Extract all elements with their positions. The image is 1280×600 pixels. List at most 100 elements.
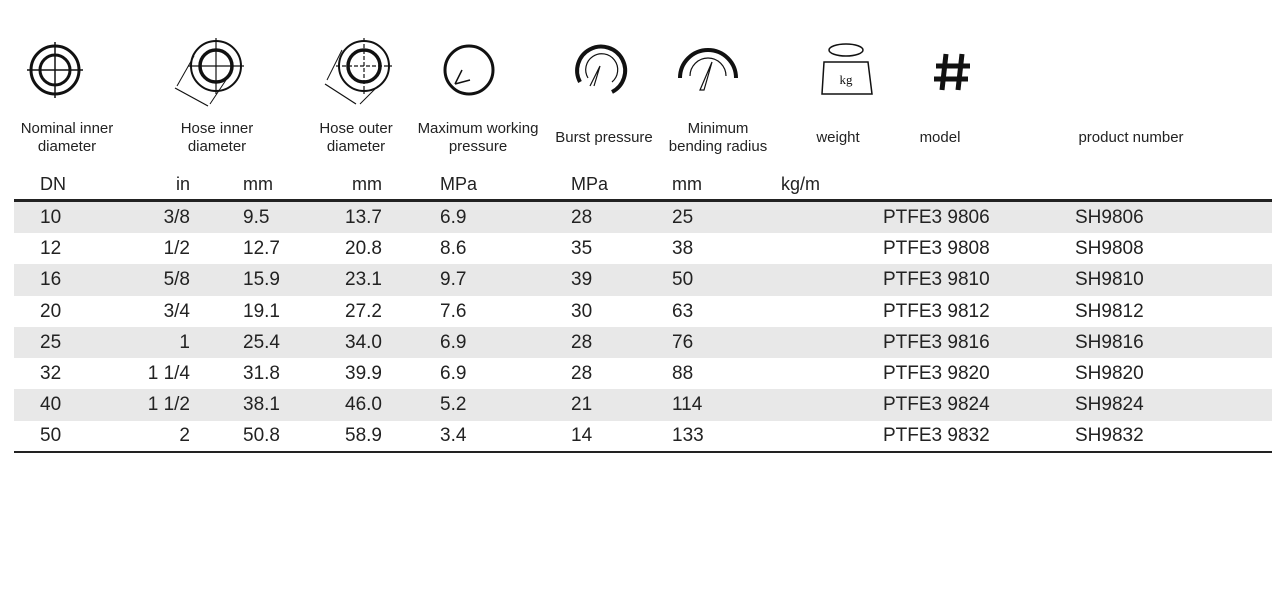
- table-cell: 10: [40, 207, 62, 228]
- table-cell: 1/2: [163, 238, 190, 260]
- header-line: diameter: [37, 138, 97, 155]
- header-line: diameter: [326, 138, 386, 155]
- table-cell: 13.7: [345, 207, 382, 228]
- unit-label: MPa: [571, 174, 609, 194]
- header-line: Hose outer: [319, 120, 393, 137]
- table-cell: 63: [672, 300, 694, 322]
- icon-hose-outer: [324, 38, 392, 105]
- table-cell: 88: [672, 363, 694, 384]
- table-cell: SH9812: [1075, 300, 1144, 322]
- column-header: product number: [1056, 116, 1206, 160]
- table-cell: 16: [40, 269, 62, 291]
- table-cell: 15.9: [243, 269, 280, 291]
- column-header: weight: [763, 116, 913, 160]
- column-header: Hose outer diameter: [281, 116, 431, 160]
- table-cell: 28: [571, 207, 593, 228]
- table-cell: PTFE3 9820: [883, 363, 990, 384]
- table-cell: 133: [672, 425, 704, 447]
- table-cell: 12: [40, 238, 62, 260]
- table-cell: 25: [40, 331, 62, 353]
- unit-label: in: [175, 174, 190, 194]
- unit-label: mm: [672, 174, 702, 194]
- table-cell: 3/4: [163, 300, 190, 322]
- table-cell: 20: [40, 300, 62, 322]
- header-line: product number: [1078, 129, 1184, 146]
- icon-model: [934, 53, 970, 91]
- column-header: Nominal inner diameter: [0, 116, 142, 160]
- table-cell: 38: [672, 238, 694, 260]
- icon-nominal: [27, 42, 83, 98]
- table-row: 40 1 1/2 38.1 46.0 5.2 21 114 PTFE3 9824 SH9824: [14, 389, 1272, 421]
- column-header: Maximum working pressure: [403, 116, 553, 160]
- unit-label: mm: [243, 174, 273, 194]
- table-cell: 76: [672, 331, 694, 353]
- table-cell: 14: [571, 425, 593, 447]
- table-cell: 20.8: [345, 238, 382, 260]
- table-row: 50 2 50.8 58.9 3.4 14 133 PTFE3 9832 SH9832: [14, 420, 1272, 451]
- header-line: Nominal inner: [20, 120, 114, 137]
- table-cell: SH9824: [1075, 394, 1144, 416]
- table-cell: SH9832: [1075, 425, 1144, 447]
- icon-weight: kg: [821, 43, 873, 95]
- header-line: Burst pressure: [555, 129, 653, 146]
- column-header: Burst pressure: [529, 116, 679, 160]
- table-cell: 40: [40, 394, 62, 416]
- table-cell: 6.9: [440, 331, 467, 353]
- table-cell: 50.8: [243, 425, 280, 447]
- unit-label: DN: [40, 174, 66, 194]
- table-cell: 28: [571, 331, 593, 353]
- header-line: Minimum: [687, 120, 749, 137]
- column-header: Hose inner diameter: [142, 116, 292, 160]
- header-line: Maximum working: [417, 120, 539, 137]
- table-cell: 5.2: [440, 394, 467, 416]
- header-line: diameter: [187, 138, 247, 155]
- table-cell: 23.1: [345, 269, 382, 291]
- bottom-rule: [14, 451, 1272, 453]
- table-cell: 25: [672, 207, 694, 228]
- table-cell: 46.0: [345, 394, 382, 416]
- table-cell: 50: [672, 269, 694, 291]
- table-cell: 9.5: [243, 207, 270, 228]
- table-cell: PTFE3 9816: [883, 331, 990, 353]
- unit-label: kg/m: [781, 174, 821, 194]
- table-row: 10 3/8 9.5 13.7 6.9 28 25 PTFE3 9806 SH9806: [14, 202, 1272, 234]
- table-cell: SH9806: [1075, 207, 1144, 228]
- header-line: bending radius: [668, 138, 768, 155]
- table-cell: 12.7: [243, 238, 280, 260]
- table-cell: 39: [571, 269, 593, 291]
- table-cell: 19.1: [243, 300, 280, 322]
- table-cell: PTFE3 9824: [883, 394, 990, 416]
- table-row: 16 5/8 15.9 23.1 9.7 39 50 PTFE3 9810 SH9810: [14, 264, 1272, 296]
- table-cell: 8.6: [440, 238, 467, 260]
- header-line: weight: [816, 129, 860, 146]
- header-line: model: [919, 129, 961, 146]
- header-line: Hose inner: [180, 120, 254, 137]
- table-cell: 34.0: [345, 331, 382, 353]
- icon-bending: [678, 48, 738, 91]
- table-cell: 32: [40, 363, 62, 384]
- column-header: Minimum bending radius: [643, 116, 793, 160]
- table-cell: PTFE3 9812: [883, 300, 990, 322]
- table-cell: 28: [571, 363, 593, 384]
- table-cell: SH9816: [1075, 331, 1144, 353]
- icon-burst: [575, 44, 628, 94]
- icon-max-pressure: [443, 44, 495, 96]
- table-cell: SH9820: [1075, 363, 1144, 384]
- table-cell: 1: [179, 331, 190, 353]
- table-cell: 3.4: [440, 425, 467, 447]
- column-header: model: [865, 116, 1015, 160]
- icon-hose-inner: [174, 38, 244, 107]
- header-line: pressure: [448, 138, 508, 155]
- table-cell: 114: [672, 394, 703, 416]
- table-cell: 25.4: [243, 331, 280, 353]
- table-cell: 2: [179, 425, 190, 447]
- table-cell: 1 1/2: [147, 394, 190, 416]
- table-row: 32 1 1/4 31.8 39.9 6.9 28 88 PTFE3 9820 SH9820: [14, 358, 1272, 389]
- table-cell: SH9810: [1075, 269, 1144, 291]
- table-cell: 31.8: [243, 363, 280, 384]
- table-row: 12 1/2 12.7 20.8 8.6 35 38 PTFE3 9808 SH9808: [14, 233, 1272, 264]
- table-cell: PTFE3 9810: [883, 269, 990, 291]
- icons: kg: [27, 38, 970, 107]
- table-cell: 27.2: [345, 300, 382, 322]
